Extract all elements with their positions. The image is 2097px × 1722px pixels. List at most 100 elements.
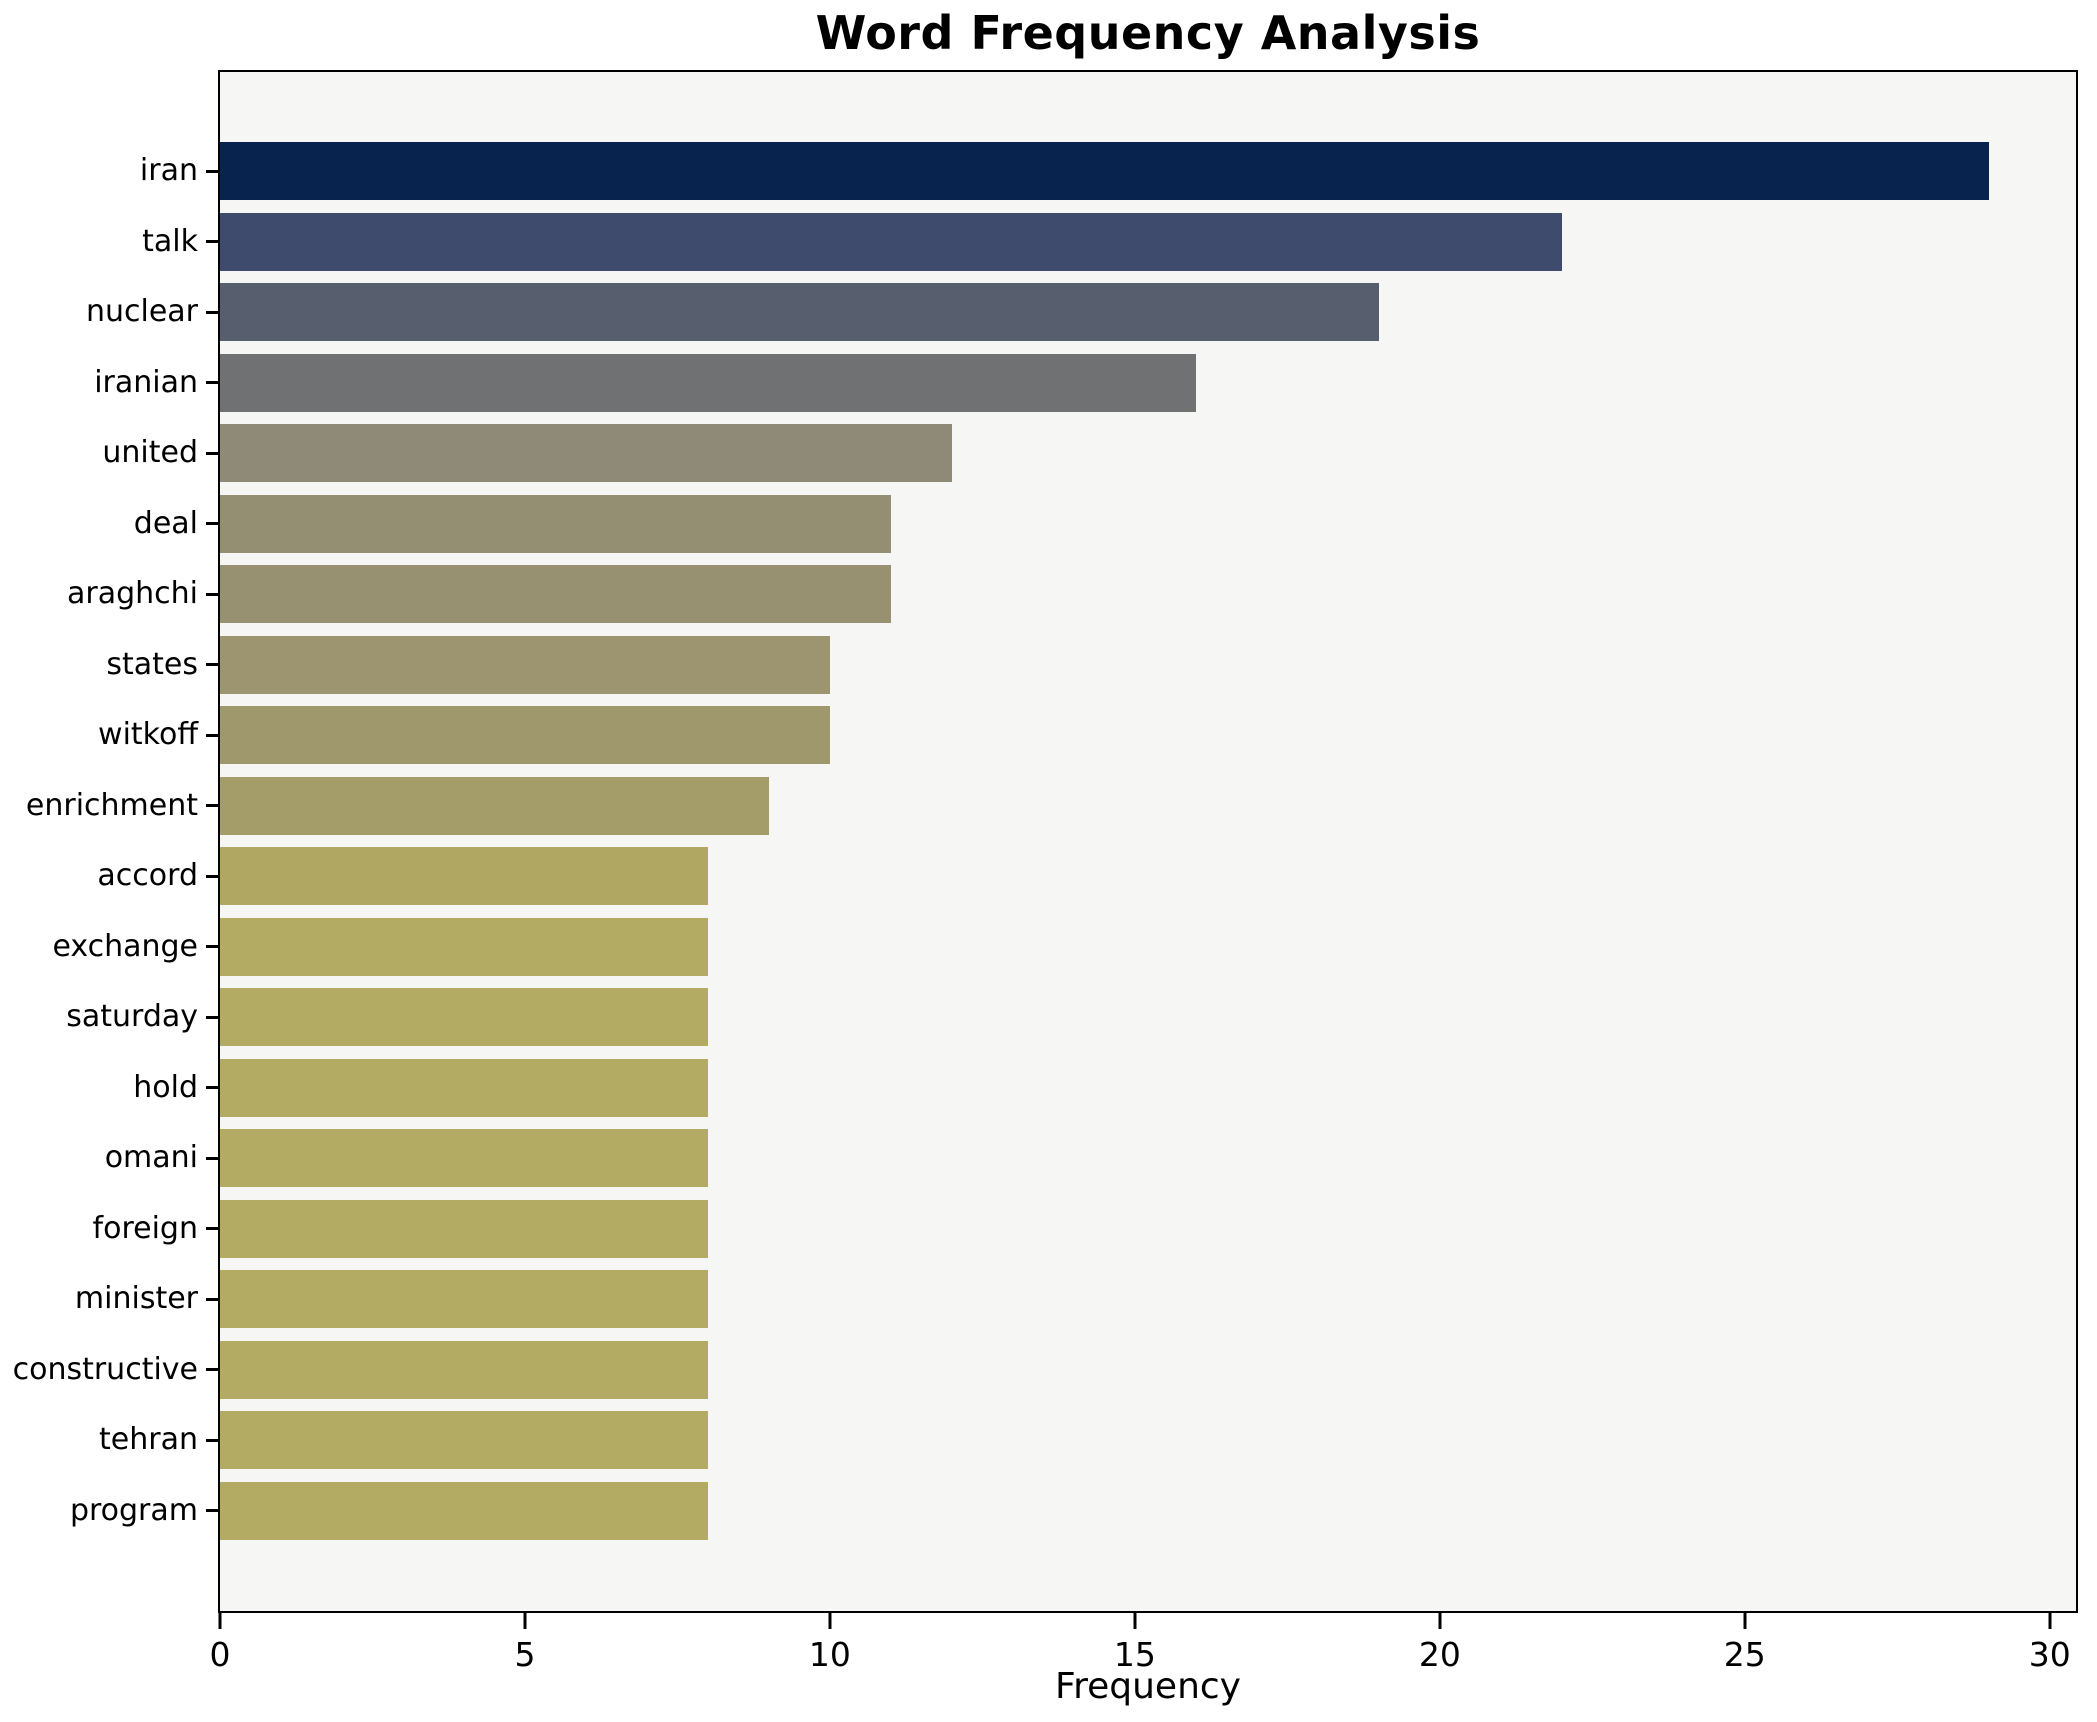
- chart-title: Word Frequency Analysis: [815, 6, 1481, 60]
- plot-area: [218, 70, 2078, 1613]
- bar-row-witkoff: [220, 700, 2076, 771]
- y-tick-mark: [206, 1438, 218, 1442]
- y-tick-mark: [206, 451, 218, 455]
- y-tick-mark: [206, 381, 218, 385]
- bar-row-saturday: [220, 982, 2076, 1053]
- x-tick-label: 10: [808, 1635, 851, 1674]
- y-label-nuclear: nuclear: [85, 294, 198, 329]
- bars-container: [220, 72, 2076, 1611]
- y-label-tehran: tehran: [99, 1422, 198, 1457]
- bar-saturday: [220, 988, 708, 1047]
- x-tick-mark: [1133, 1613, 1137, 1629]
- y-tick-mark: [206, 874, 218, 878]
- y-tick-mark: [206, 1368, 218, 1372]
- bar-row-araghchi: [220, 559, 2076, 630]
- y-label-iran: iran: [139, 153, 198, 188]
- y-label-witkoff: witkoff: [98, 717, 198, 752]
- bar-row-talk: [220, 207, 2076, 278]
- y-label-iranian: iranian: [94, 364, 198, 400]
- bar-minister: [220, 1270, 708, 1329]
- x-axis-ticks: 0 5 10 15 20 25 30: [210, 1613, 2076, 1683]
- y-tick-mark: [206, 592, 218, 596]
- x-tick-label: 30: [2028, 1635, 2071, 1674]
- bar-exchange: [220, 917, 708, 976]
- bar-deal: [220, 494, 891, 553]
- y-tick-mark: [206, 240, 218, 244]
- bar-constructive: [220, 1340, 708, 1399]
- x-tick-mark: [2048, 1613, 2052, 1629]
- y-label-enrichment: enrichment: [25, 787, 198, 823]
- bar-row-foreign: [220, 1194, 2076, 1265]
- y-tick-mark: [206, 1015, 218, 1019]
- y-label-deal: deal: [133, 505, 198, 541]
- bar-row-exchange: [220, 912, 2076, 983]
- bar-nuclear: [220, 283, 1379, 342]
- bar-row-deal: [220, 489, 2076, 560]
- bar-row-enrichment: [220, 771, 2076, 842]
- y-label-constructive: constructive: [12, 1351, 198, 1387]
- bar-witkoff: [220, 706, 830, 765]
- x-tick-label: 20: [1418, 1635, 1461, 1674]
- x-tick-label: 15: [1113, 1635, 1156, 1674]
- y-label-program: program: [69, 1492, 198, 1528]
- bar-hold: [220, 1058, 708, 1117]
- y-label-omani: omani: [104, 1140, 198, 1175]
- y-label-minister: minister: [74, 1281, 198, 1316]
- x-tick-mark: [1743, 1613, 1747, 1629]
- x-tick-mark: [218, 1613, 222, 1629]
- y-tick-mark: [206, 945, 218, 949]
- bar-enrichment: [220, 776, 769, 835]
- y-label-accord: accord: [97, 858, 198, 893]
- x-tick-label: 5: [514, 1635, 536, 1674]
- y-label-saturday: saturday: [66, 999, 198, 1034]
- bar-states: [220, 635, 830, 694]
- bar-program: [220, 1481, 708, 1540]
- bar-row-hold: [220, 1053, 2076, 1124]
- bar-row-united: [220, 418, 2076, 489]
- bar-row-constructive: [220, 1335, 2076, 1406]
- y-tick-mark: [206, 1509, 218, 1513]
- bar-tehran: [220, 1411, 708, 1470]
- x-tick-mark: [523, 1613, 527, 1629]
- y-tick-mark: [206, 310, 218, 314]
- y-label-foreign: foreign: [92, 1210, 198, 1246]
- y-axis-tick-marks: [206, 72, 218, 1611]
- y-tick-mark: [206, 1086, 218, 1090]
- y-label-talk: talk: [142, 223, 198, 259]
- y-axis-labels: iran talk nuclear iranian united deal araghchi…: [0, 72, 198, 1611]
- bar-araghchi: [220, 565, 891, 624]
- bar-row-nuclear: [220, 277, 2076, 348]
- bar-row-tehran: [220, 1405, 2076, 1476]
- bar-row-accord: [220, 841, 2076, 912]
- bar-foreign: [220, 1199, 708, 1258]
- y-tick-mark: [206, 1297, 218, 1301]
- bar-row-iran: [220, 136, 2076, 207]
- y-tick-mark: [206, 522, 218, 526]
- x-axis-label: Frequency: [1055, 1666, 1241, 1707]
- bar-omani: [220, 1129, 708, 1188]
- bar-talk: [220, 212, 1562, 271]
- y-tick-mark: [206, 169, 218, 173]
- bar-accord: [220, 847, 708, 906]
- bar-united: [220, 424, 952, 483]
- x-tick-label: 25: [1723, 1635, 1766, 1674]
- y-tick-mark: [206, 663, 218, 667]
- y-label-united: united: [102, 435, 198, 470]
- y-tick-mark: [206, 804, 218, 808]
- y-label-states: states: [106, 646, 198, 682]
- bar-iran: [220, 142, 1989, 201]
- y-tick-mark: [206, 1227, 218, 1231]
- x-tick-label: 0: [209, 1635, 231, 1674]
- x-tick-mark: [828, 1613, 832, 1629]
- bar-row-program: [220, 1476, 2076, 1547]
- y-tick-mark: [206, 1156, 218, 1160]
- x-tick-mark: [1438, 1613, 1442, 1629]
- bar-row-states: [220, 630, 2076, 701]
- bar-row-omani: [220, 1123, 2076, 1194]
- bar-iranian: [220, 353, 1196, 412]
- bar-row-minister: [220, 1264, 2076, 1335]
- y-tick-mark: [206, 733, 218, 737]
- y-label-exchange: exchange: [52, 928, 198, 964]
- y-label-hold: hold: [133, 1069, 198, 1105]
